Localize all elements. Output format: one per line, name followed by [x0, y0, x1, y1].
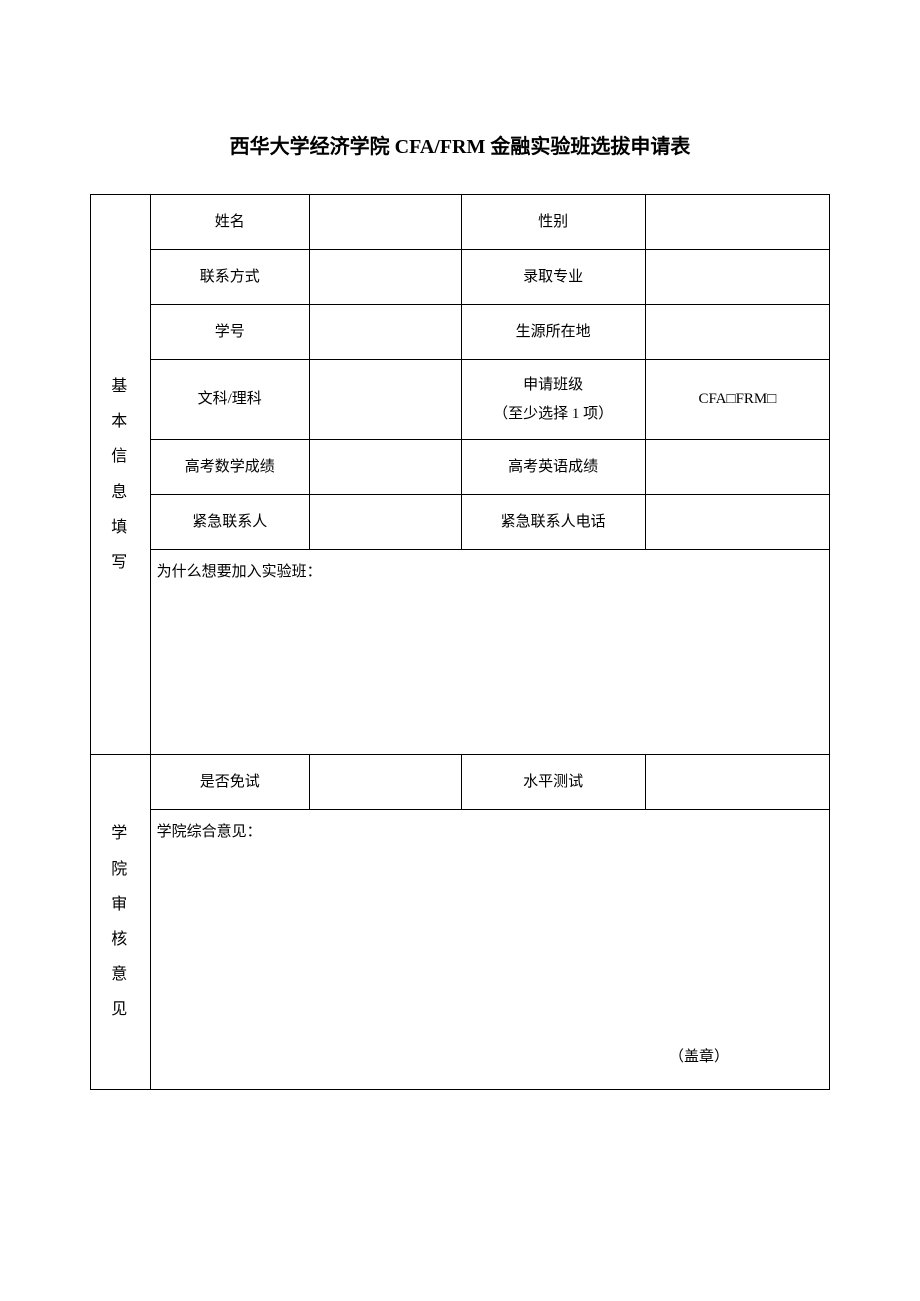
opinion-label: 学院综合意见： — [157, 824, 262, 840]
section-label-text: 学院审核意见 — [111, 825, 129, 1018]
value-contact[interactable] — [309, 250, 461, 305]
cfa-text: CFA — [698, 391, 726, 407]
section-label-text: 基本信息填写 — [111, 378, 129, 571]
application-form-table: 基本信息填写 姓名 性别 联系方式 录取专业 学号 生源所在地 文科/理科 申请… — [90, 194, 830, 1090]
table-row: 紧急联系人 紧急联系人电话 — [91, 495, 830, 550]
label-student-id: 学号 — [150, 305, 309, 360]
value-name[interactable] — [309, 195, 461, 250]
table-row: 高考数学成绩 高考英语成绩 — [91, 440, 830, 495]
title-suffix: 金融实验班选拔申请表 — [485, 136, 690, 158]
value-gender[interactable] — [645, 195, 829, 250]
label-arts-science: 文科/理科 — [150, 360, 309, 440]
value-emergency-contact[interactable] — [309, 495, 461, 550]
label-class-apply: 申请班级 （至少选择 1 项） — [461, 360, 645, 440]
label-emergency-phone: 紧急联系人电话 — [461, 495, 645, 550]
class-apply-line2: （至少选择 1 项） — [493, 406, 613, 422]
opinion-cell[interactable]: 学院综合意见： （盖章） — [150, 810, 829, 1090]
section-basic-info-header: 基本信息填写 — [91, 195, 151, 755]
table-row: 为什么想要加入实验班： — [91, 550, 830, 755]
reason-cell[interactable]: 为什么想要加入实验班： — [150, 550, 829, 755]
label-contact: 联系方式 — [150, 250, 309, 305]
label-level-test: 水平测试 — [461, 755, 645, 810]
value-level-test[interactable] — [645, 755, 829, 810]
label-math-score: 高考数学成绩 — [150, 440, 309, 495]
table-row: 学院综合意见： （盖章） — [91, 810, 830, 1090]
label-emergency-contact: 紧急联系人 — [150, 495, 309, 550]
label-exemption: 是否免试 — [150, 755, 309, 810]
value-english-score[interactable] — [645, 440, 829, 495]
table-row: 联系方式 录取专业 — [91, 250, 830, 305]
title-prefix: 西华大学经济学院 — [230, 136, 395, 158]
value-math-score[interactable] — [309, 440, 461, 495]
page-title: 西华大学经济学院 CFA/FRM 金融实验班选拔申请表 — [90, 130, 830, 159]
cfa-checkbox-icon[interactable]: □ — [727, 391, 736, 407]
frm-text: FRM — [736, 391, 768, 407]
frm-checkbox-icon[interactable]: □ — [767, 391, 776, 407]
table-row: 学院审核意见 是否免试 水平测试 — [91, 755, 830, 810]
value-origin[interactable] — [645, 305, 829, 360]
value-class-apply[interactable]: CFA□FRM□ — [645, 360, 829, 440]
stamp-label: （盖章） — [669, 1043, 729, 1072]
label-origin: 生源所在地 — [461, 305, 645, 360]
label-gender: 性别 — [461, 195, 645, 250]
reason-label: 为什么想要加入实验班： — [157, 564, 322, 580]
value-arts-science[interactable] — [309, 360, 461, 440]
table-row: 文科/理科 申请班级 （至少选择 1 项） CFA□FRM□ — [91, 360, 830, 440]
label-name: 姓名 — [150, 195, 309, 250]
label-major: 录取专业 — [461, 250, 645, 305]
value-major[interactable] — [645, 250, 829, 305]
table-row: 基本信息填写 姓名 性别 — [91, 195, 830, 250]
section-review-header: 学院审核意见 — [91, 755, 151, 1090]
table-row: 学号 生源所在地 — [91, 305, 830, 360]
value-emergency-phone[interactable] — [645, 495, 829, 550]
value-student-id[interactable] — [309, 305, 461, 360]
class-apply-line1: 申请班级 — [523, 377, 583, 393]
title-latin: CFA/FRM — [395, 136, 486, 158]
value-exemption[interactable] — [309, 755, 461, 810]
label-english-score: 高考英语成绩 — [461, 440, 645, 495]
